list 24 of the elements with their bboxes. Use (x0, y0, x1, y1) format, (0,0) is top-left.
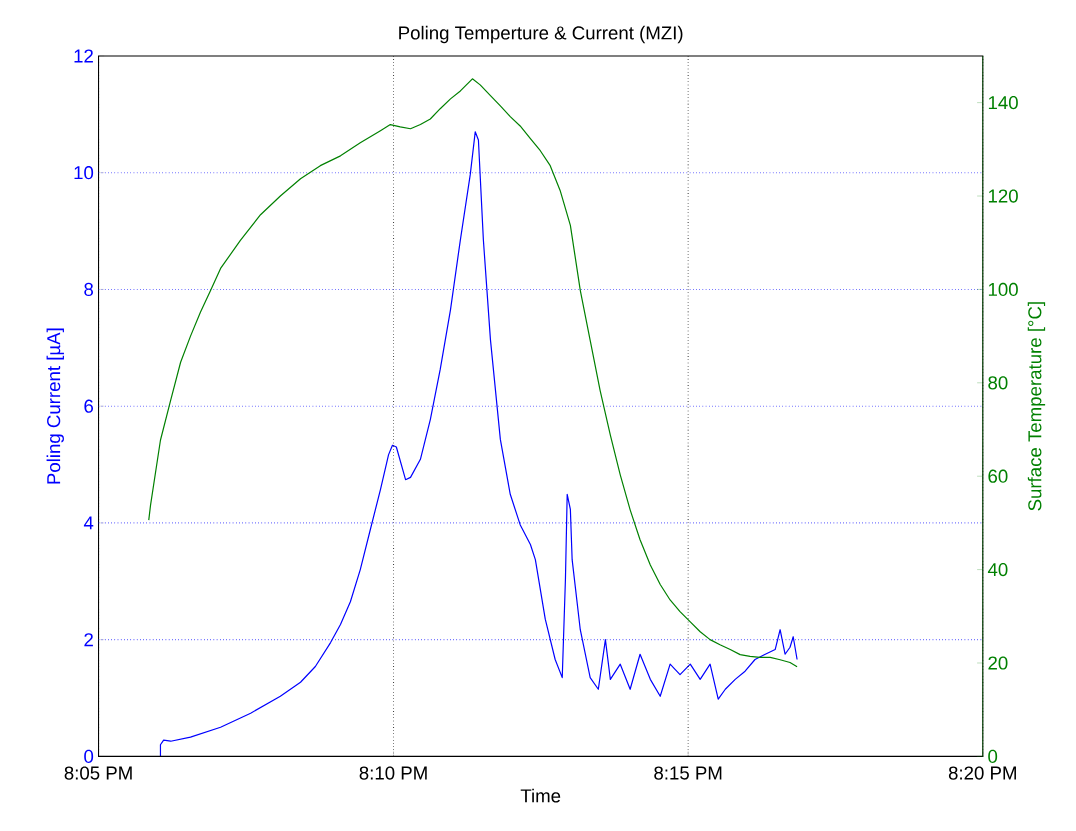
x-tick-label: 8:05 PM (64, 766, 132, 780)
y-tick-label: 0 (84, 749, 94, 764)
x-tick-label: 8:20 PM (948, 766, 1016, 780)
y2-tick-label: 120 (988, 189, 1018, 203)
y-axis-title: Poling Current [µA] (46, 328, 64, 484)
y-tick-label: 4 (83, 516, 94, 530)
y2-tick-label: 60 (988, 469, 1008, 483)
y2-tick-label: 140 (988, 96, 1018, 110)
y2-tick-label: 100 (988, 282, 1018, 297)
y2-tick-label: 0 (988, 749, 998, 764)
y2-tick-label: 80 (988, 376, 1008, 390)
y-tick-label: 2 (84, 633, 93, 647)
y-tick-label: 12 (74, 49, 93, 63)
chart-title: Poling Temperture & Current (MZI) (399, 25, 683, 44)
x-tick-label: 8:10 PM (359, 766, 427, 780)
y-tick-label: 8 (84, 282, 94, 297)
line-series (148, 78, 798, 668)
y2-tick-label: 40 (987, 563, 1008, 577)
x-axis-title: Time (520, 788, 561, 803)
y2-tick-label: 20 (988, 656, 1008, 670)
x-tick-label: 8:15 PM (654, 766, 722, 780)
y-tick-label: 6 (84, 399, 94, 413)
y2-axis-title: Surface Temperature [°C] (1027, 302, 1046, 511)
y-tick-label: 10 (74, 166, 94, 180)
